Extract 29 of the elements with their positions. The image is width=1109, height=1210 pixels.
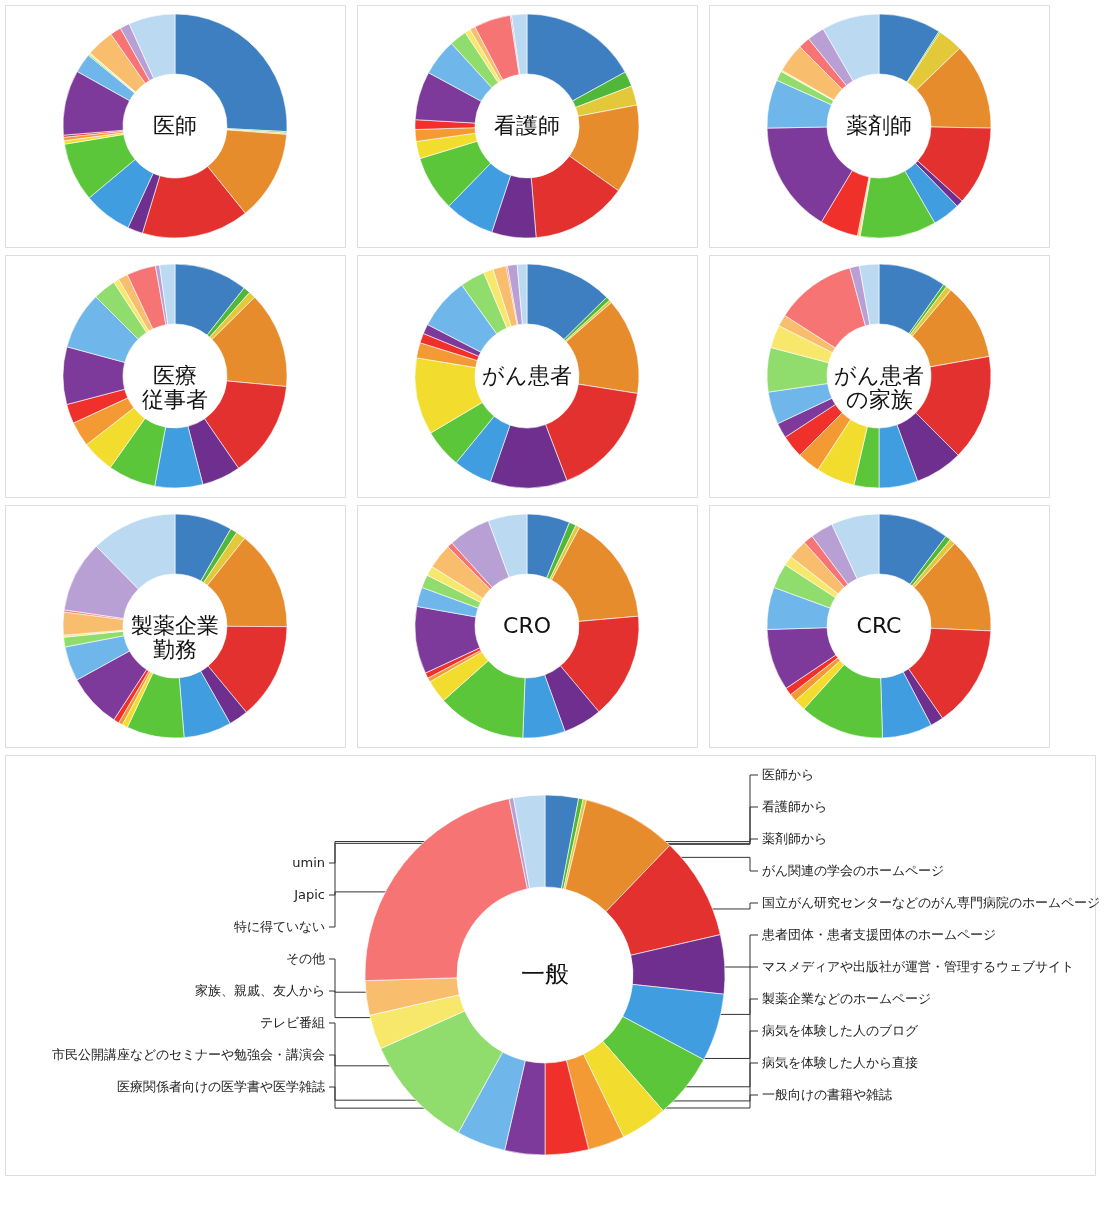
text: 医師 [153,113,197,138]
slice-label: マスメディアや出版社が運営・管理するウェブサイト [762,959,1074,974]
text: 製薬企業勤務 [131,613,219,663]
slice-label: 一般向けの書籍や雑誌 [762,1087,892,1102]
slice-label: がん関連の学会のホームページ [762,863,944,878]
slice-label: その他 [286,951,325,966]
text: 医療従事者 [142,363,208,413]
text: CRO [503,613,551,638]
text: 一般 [521,960,569,988]
slice-label: 医師から [762,767,814,782]
slice-label: Japic [293,887,325,902]
slice-label: 市民公開講座などのセミナーや勉強会・講演会 [52,1047,325,1062]
slice-label: 病気を体験した人から直接 [762,1055,918,1070]
text: CRC [856,613,902,638]
slice-label: 病気を体験した人のブログ [762,1023,919,1038]
slice-label: umin [292,855,325,870]
slice-label: 看護師から [762,799,827,814]
slice-label: 医療関係者向けの医学書や医学雑誌 [117,1079,325,1094]
text: 看護師 [494,113,560,138]
text: がん患者の家族 [834,363,924,413]
slice-label: 薬剤師から [762,831,827,846]
slice-label: 患者団体・患者支援団体のホームページ [761,927,996,942]
slice-label: 製薬企業などのホームページ [762,991,931,1006]
slice-label: 特に得ていない [234,919,325,934]
slice-label: 国立がん研究センターなどのがん専門病院のホームページ [762,895,1100,910]
slice-label: テレビ番組 [260,1015,325,1030]
text: 薬剤師 [846,113,912,138]
slice-label: 家族、親戚、友人から [195,983,325,998]
text: がん患者 [482,363,572,388]
